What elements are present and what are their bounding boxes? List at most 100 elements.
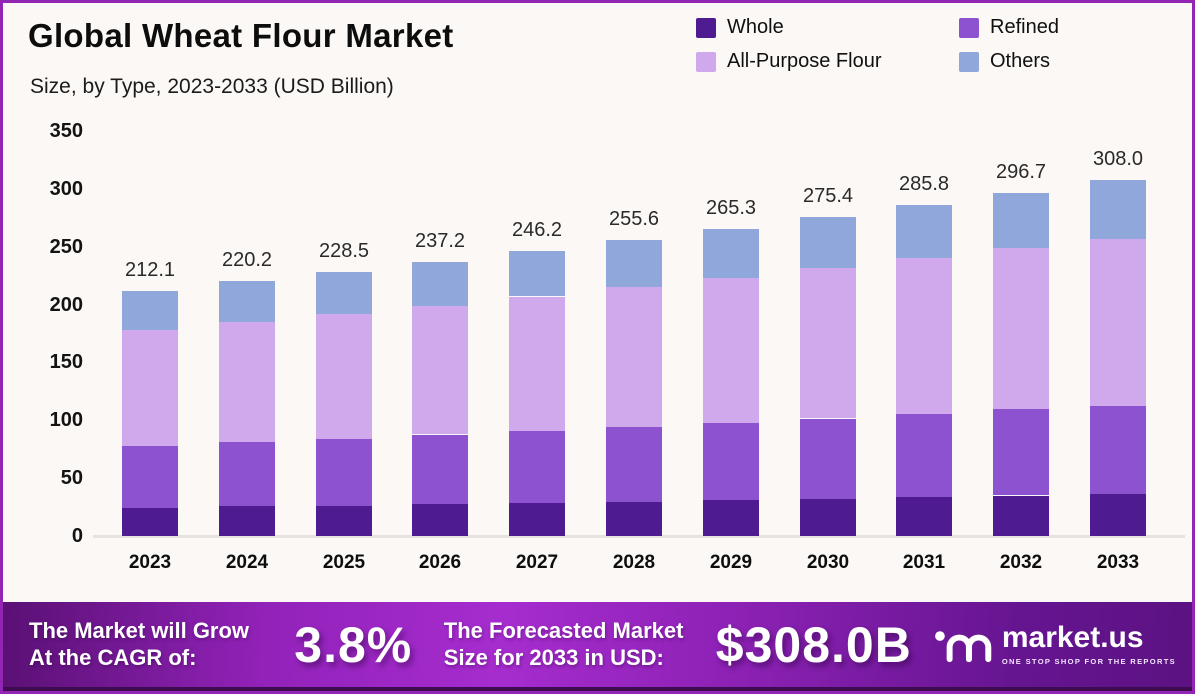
forecast-value: $308.0B	[715, 616, 912, 673]
forecast-caption-line1: The Forecasted Market	[443, 617, 684, 643]
x-axis-label-2032: 2032	[999, 552, 1043, 573]
legend-item-whole: Whole	[696, 16, 959, 39]
bar-segment-refined	[219, 442, 275, 506]
legend-item-all-purpose-flour: All-Purpose Flour	[696, 50, 959, 73]
y-axis-tick-50: 50	[60, 467, 83, 489]
marketus-logo: market.us ONE STOP SHOP FOR THE REPORTS	[934, 623, 1176, 667]
footer-banner: The Market will Grow At the CAGR of: 3.8…	[3, 602, 1192, 691]
bar-segment-whole	[122, 508, 178, 536]
y-axis-tick-300: 300	[49, 178, 83, 200]
bar-segment-refined	[896, 414, 952, 497]
legend-item-others: Others	[959, 50, 1059, 73]
chart-legend: Whole Refined All-Purpose Flour Others	[696, 16, 1059, 73]
legend-label: Refined	[990, 16, 1059, 38]
bar-value-label-2026: 237.2	[414, 230, 466, 252]
bar-segment-all-purpose-flour	[316, 314, 372, 439]
chart-subtitle: Size, by Type, 2023-2033 (USD Billion)	[30, 75, 394, 98]
cagr-value: 3.8%	[294, 616, 413, 673]
bar-segment-refined	[509, 431, 565, 503]
marketus-logo-textblock: market.us ONE STOP SHOP FOR THE REPORTS	[1001, 621, 1177, 667]
bar-segment-whole	[896, 497, 952, 536]
marketus-logo-tagline: ONE STOP SHOP FOR THE REPORTS	[1001, 657, 1177, 666]
bar-value-label-2033: 308.0	[1092, 148, 1144, 170]
bar-segment-refined	[316, 439, 372, 506]
y-axis-tick-350: 350	[49, 120, 83, 142]
x-axis-label-2023: 2023	[128, 552, 172, 573]
y-axis-tick-250: 250	[49, 236, 83, 258]
x-axis-label-2028: 2028	[612, 552, 656, 573]
page-title: Global Wheat Flour Market	[28, 17, 454, 54]
bar-value-label-2027: 246.2	[511, 219, 563, 241]
bar-segment-whole	[606, 502, 662, 536]
bar-segment-refined	[1090, 405, 1146, 494]
bar-segment-others	[316, 272, 372, 314]
cagr-caption-line2: At the CAGR of:	[29, 644, 197, 670]
bar-segment-all-purpose-flour	[1090, 239, 1146, 406]
y-axis-tick-0: 0	[71, 525, 83, 547]
bar-segment-all-purpose-flour	[703, 278, 759, 423]
x-axis-label-2024: 2024	[225, 552, 269, 573]
y-axis-tick-200: 200	[49, 294, 83, 316]
legend-label: Others	[990, 50, 1051, 72]
x-axis-label-2025: 2025	[322, 552, 366, 573]
marketus-logo-name: market.us	[1001, 621, 1144, 654]
bar-segment-all-purpose-flour	[800, 268, 856, 418]
legend-swatch-icon	[696, 51, 716, 72]
bar-value-label-2025: 228.5	[318, 240, 370, 262]
bar-segment-refined	[122, 446, 178, 508]
bar-segment-all-purpose-flour	[122, 330, 178, 446]
bar-segment-others	[896, 205, 952, 258]
bar-segment-whole	[509, 503, 565, 536]
bar-segment-all-purpose-flour	[412, 305, 468, 434]
bar-segment-all-purpose-flour	[896, 258, 952, 414]
legend-swatch-icon	[959, 51, 979, 72]
cagr-caption: The Market will Grow At the CAGR of:	[29, 618, 277, 672]
bar-value-label-2028: 255.6	[608, 208, 660, 230]
x-axis-label-2031: 2031	[902, 552, 946, 573]
legend-label: All-Purpose Flour	[727, 50, 882, 72]
bar-segment-others	[703, 229, 759, 278]
bar-segment-refined	[412, 435, 468, 504]
bar-segment-whole	[993, 496, 1049, 536]
bar-segment-whole	[412, 504, 468, 536]
forecast-caption: The Forecasted Market Size for 2033 in U…	[444, 618, 710, 672]
bar-segment-whole	[1090, 494, 1146, 536]
x-axis-label-2030: 2030	[806, 552, 850, 573]
bar-segment-others	[122, 291, 178, 330]
forecast-caption-line2: Size for 2033 in USD:	[443, 644, 664, 670]
x-axis-label-2027: 2027	[515, 552, 559, 573]
bar-value-label-2032: 296.7	[995, 161, 1047, 183]
bar-segment-others	[606, 240, 662, 287]
bar-value-label-2030: 275.4	[802, 185, 854, 207]
x-axis-line	[93, 535, 1185, 538]
bar-segment-all-purpose-flour	[606, 287, 662, 427]
bar-value-label-2031: 285.8	[898, 173, 950, 195]
legend-swatch-icon	[696, 17, 716, 38]
x-axis-label-2026: 2026	[418, 552, 462, 573]
bar-segment-all-purpose-flour	[219, 322, 275, 442]
cagr-caption-line1: The Market will Grow	[29, 617, 250, 643]
x-axis-label-2029: 2029	[709, 552, 753, 573]
bar-segment-others	[993, 193, 1049, 248]
bar-segment-others	[1090, 180, 1146, 239]
bar-segment-whole	[219, 506, 275, 536]
bar-segment-refined	[606, 427, 662, 502]
bar-segment-others	[800, 217, 856, 268]
bar-value-label-2029: 265.3	[705, 197, 757, 219]
legend-item-refined: Refined	[959, 16, 1059, 39]
bar-segment-others	[219, 281, 275, 322]
bar-segment-refined	[800, 419, 856, 499]
legend-swatch-icon	[959, 17, 979, 38]
bar-segment-whole	[800, 499, 856, 536]
bar-segment-all-purpose-flour	[993, 247, 1049, 409]
stacked-bar-chart: 0 50 100 150 200 250 300 350 212.1 2023 220.2 2024 2…	[3, 3, 1192, 691]
marketus-logo-icon	[934, 630, 992, 662]
bar-segment-all-purpose-flour	[509, 297, 565, 431]
bar-segment-others	[509, 251, 565, 296]
bar-segment-refined	[703, 423, 759, 500]
bar-value-label-2024: 220.2	[221, 249, 273, 271]
y-axis-tick-100: 100	[49, 409, 83, 431]
legend-label: Whole	[727, 16, 784, 38]
bar-segment-whole	[703, 500, 759, 536]
